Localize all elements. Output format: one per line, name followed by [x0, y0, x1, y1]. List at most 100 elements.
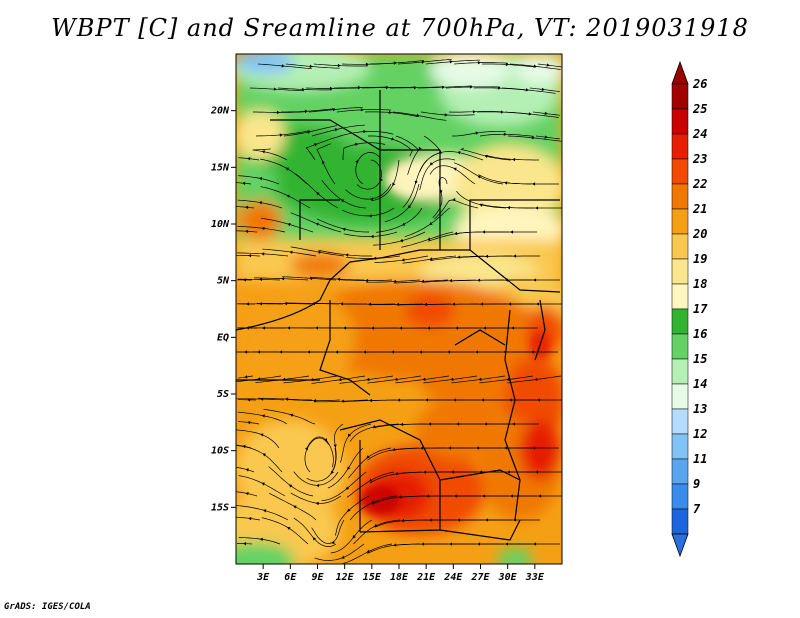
streamline: [336, 109, 391, 113]
streamline-arrowhead: [452, 197, 456, 202]
streamline: [535, 135, 560, 140]
colorbar-under-triangle: [671, 533, 689, 558]
lon-tick-label: 9E: [311, 572, 324, 583]
streamline: [431, 151, 484, 161]
streamlines: [236, 58, 562, 564]
streamline-arrowhead: [314, 143, 318, 147]
streamline-arrowhead: [315, 222, 319, 226]
streamline: [390, 86, 445, 89]
streamline: [402, 159, 428, 208]
streamline-arrowhead: [363, 129, 367, 134]
streamline-arrowhead: [348, 433, 352, 438]
streamline-arrowhead: [457, 255, 461, 259]
streamline-arrowhead: [546, 63, 550, 67]
lat-tick-label: 5N: [217, 276, 230, 287]
streamline-arrowhead: [261, 252, 265, 256]
streamline-arrowhead: [441, 85, 445, 89]
lon-tick-label: 12E: [336, 572, 355, 583]
colorbar-swatch: [671, 158, 689, 185]
streamline-arrowhead: [379, 178, 383, 182]
streamline-arrowhead: [457, 150, 461, 155]
streamline-arrowhead: [334, 128, 339, 132]
lon-tick-label: 30E: [498, 572, 518, 583]
streamline-arrowhead: [261, 226, 265, 231]
streamline-arrowhead: [531, 136, 535, 140]
streamline-arrowhead: [257, 377, 261, 381]
streamline: [236, 516, 261, 521]
streamline-arrowhead: [309, 64, 313, 69]
streamline: [372, 231, 426, 246]
lat-tick-label: EQ: [217, 332, 229, 343]
streamline-arrowhead: [401, 258, 405, 262]
streamline-arrowhead: [429, 257, 433, 261]
streamline: [257, 302, 312, 305]
streamline-arrowhead: [395, 471, 399, 476]
streamline-arrowhead: [304, 109, 308, 114]
streamline: [485, 154, 539, 161]
streamline-arrowhead: [370, 197, 374, 201]
colorbar-swatch: [671, 333, 689, 360]
streamline-arrowhead: [535, 206, 539, 210]
streamline: [283, 375, 338, 384]
streamline: [504, 111, 559, 118]
streamline-arrowhead: [261, 150, 265, 154]
streamline-arrowhead: [258, 201, 263, 205]
streamline: [482, 63, 536, 68]
streamline-arrowhead: [324, 438, 328, 442]
colorbar-level-label: 22: [692, 177, 707, 191]
streamline: [238, 278, 281, 281]
streamline-arrowhead: [418, 146, 422, 151]
streamline-arrowhead: [429, 221, 433, 225]
streamline-arrowhead: [366, 455, 370, 459]
streamline-arrowhead: [245, 492, 249, 496]
streamline: [375, 207, 423, 233]
streamline-arrowhead: [535, 470, 539, 474]
streamline: [368, 135, 413, 157]
streamline-arrowhead: [401, 222, 406, 226]
streamline: [339, 131, 394, 137]
streamline-arrowhead: [289, 250, 293, 254]
streamline-arrowhead: [368, 214, 372, 218]
streamline-arrowhead: [341, 555, 345, 559]
streamline: [369, 303, 424, 306]
streamline: [257, 63, 312, 70]
streamline: [306, 447, 337, 482]
streamline-arrowhead: [345, 486, 350, 490]
colorbar-level-label: 14: [693, 377, 707, 391]
streamline-arrowhead: [413, 86, 417, 90]
streamline-arrowhead: [247, 157, 251, 161]
streamline: [453, 62, 508, 65]
streamline-arrowhead: [345, 253, 349, 257]
streamline: [255, 130, 310, 137]
streamline-arrowhead: [365, 278, 369, 283]
streamline: [314, 399, 369, 403]
streamline-arrowhead: [330, 470, 334, 474]
colorbar-level-label: 19: [693, 252, 707, 266]
streamline: [448, 111, 504, 113]
streamline-arrowhead: [331, 540, 335, 545]
streamline-arrowhead: [333, 444, 337, 448]
streamline: [529, 87, 560, 92]
streamline: [255, 375, 310, 383]
colorbar-level-label: 23: [692, 152, 707, 166]
streamline: [395, 375, 450, 384]
streamline-arrowhead: [477, 60, 481, 65]
streamline: [236, 398, 285, 401]
streamline-arrowhead: [332, 108, 336, 112]
colorbar-level-label: 15: [693, 352, 707, 366]
streamline: [404, 207, 451, 238]
streamline-arrowhead: [385, 85, 389, 90]
streamline: [318, 249, 372, 257]
streamline-arrowhead: [469, 85, 473, 89]
streamline: [310, 276, 364, 281]
streamline-arrowhead: [534, 377, 538, 382]
streamline-arrowhead: [247, 420, 251, 425]
streamline-arrowhead: [414, 180, 418, 185]
streamline: [290, 246, 345, 257]
streamline: [260, 217, 314, 233]
streamline-arrowhead: [288, 484, 293, 488]
longitude-axis: 3E 6E 9E 12E 15E 18E 21E 24E 27E 30E 33E: [256, 564, 545, 583]
streamline: [262, 248, 317, 257]
streamline: [345, 183, 392, 200]
streamline-arrowhead: [338, 377, 342, 382]
